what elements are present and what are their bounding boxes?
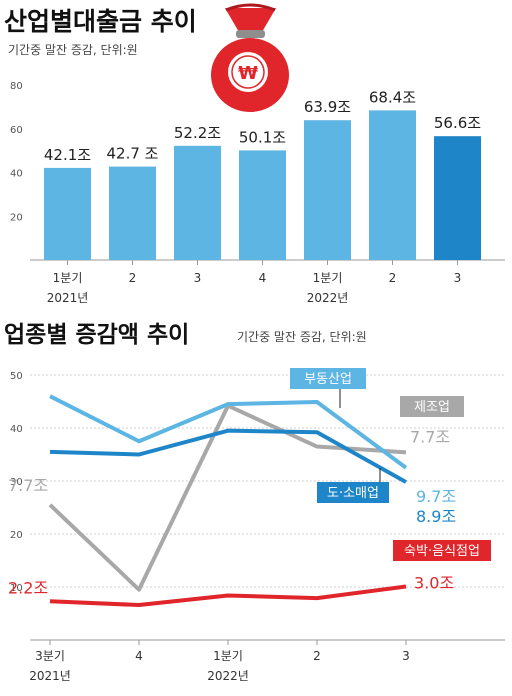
bar <box>44 167 91 260</box>
bar-y-tick-label: 20 <box>10 212 23 223</box>
line-series-path <box>49 428 407 484</box>
line-x-tick-label: 3 <box>402 649 410 663</box>
series-name-label: 도·소매업 <box>327 486 379 501</box>
line-x-tick-label: 3분기 <box>35 649 65 663</box>
svg-text:₩: ₩ <box>238 63 258 84</box>
bar-value-label: 50.1조 <box>239 128 286 146</box>
line-y-tick-label: 20 <box>10 530 23 541</box>
line-chart-subtitle: 기간중 말잔 증감, 단위:원 <box>237 330 367 344</box>
series-name-box <box>317 482 389 503</box>
bar-value-label: 52.2조 <box>174 124 221 142</box>
series-name-box <box>400 396 464 417</box>
bar <box>434 136 481 260</box>
series-end-label: 9.7조 <box>416 487 456 506</box>
series-name-label: 제조업 <box>414 400 450 415</box>
bar-x-tick-label: 3 <box>194 271 202 285</box>
bar-chart-subtitle: 기간중 말잔 증감, 단위:원 <box>8 43 138 57</box>
bar-x-year-label: 2021년 <box>47 291 89 305</box>
line-x-tick-label: 2 <box>313 649 321 663</box>
line-y-tick-label: 50 <box>10 371 23 382</box>
bar <box>304 120 351 260</box>
bar-series: 42.1조 42.7 조 52.2조 50.1조 63.9조 68.4조 56.6조 <box>44 88 481 260</box>
bar-x-tick-label: 1분기 <box>313 271 343 285</box>
series-name-label: 부동산업 <box>304 372 352 387</box>
line-x-year-label: 2021년 <box>29 669 71 683</box>
line-grid: 10 20 30 40 50 <box>10 371 505 641</box>
bar-y-tick-label: 40 <box>10 169 23 180</box>
line-chart-title: 업종별 증감액 추이 <box>4 322 189 348</box>
bar-x-tick-label: 3 <box>454 271 462 285</box>
bar-chart-title: 산업별대출금 추이 <box>4 7 197 36</box>
bar-x-tick-label: 1분기 <box>53 271 83 285</box>
series-start-label: 7.7조 <box>8 476 48 495</box>
bar <box>239 150 286 260</box>
won-money-bag-icon: ₩ <box>211 3 289 112</box>
line-x-year-label: 2022년 <box>207 669 249 683</box>
line-x-tick-label: 1분기 <box>213 649 243 663</box>
line-y-tick-label: 10 <box>10 583 23 594</box>
line-y-tick-label: 40 <box>10 424 23 435</box>
line-series-path <box>49 584 407 608</box>
bar-y-tick-label: 80 <box>10 81 23 92</box>
bar-value-label: 56.6조 <box>434 114 481 132</box>
bar-value-label: 42.1조 <box>44 146 91 164</box>
line-series-path <box>49 394 408 470</box>
bar-y-tick-label: 60 <box>10 125 23 136</box>
bar <box>109 166 156 260</box>
series-name-label: 숙박·음식점업 <box>404 544 480 559</box>
series-end-label: 8.9조 <box>416 507 456 526</box>
series-end-label: 3.0조 <box>414 573 454 592</box>
bar-x-axis: 1분기 2021년 2 3 4 1분기 2022년 2 3 <box>47 260 462 305</box>
bar <box>369 110 416 260</box>
bar-x-year-label: 2022년 <box>307 291 349 305</box>
line-y-tick-label: 30 <box>10 477 23 488</box>
bar-x-tick-label: 4 <box>259 271 267 285</box>
series-start-label: 2.2조 <box>8 578 48 597</box>
series-end-label: 7.7조 <box>410 427 450 446</box>
bar <box>174 145 221 260</box>
bar-value-label: 63.9조 <box>304 98 351 116</box>
line-x-axis: 3분기 2021년 4 1분기 2022년 2 3 <box>29 640 410 683</box>
line-x-tick-label: 4 <box>135 649 143 663</box>
bar-value-label: 42.7 조 <box>107 145 159 163</box>
series-name-box <box>290 368 366 389</box>
bar-x-tick-label: 2 <box>389 271 397 285</box>
bar-x-tick-label: 2 <box>129 271 137 285</box>
bar-value-label: 68.4조 <box>369 88 416 106</box>
series-name-box <box>393 540 491 561</box>
